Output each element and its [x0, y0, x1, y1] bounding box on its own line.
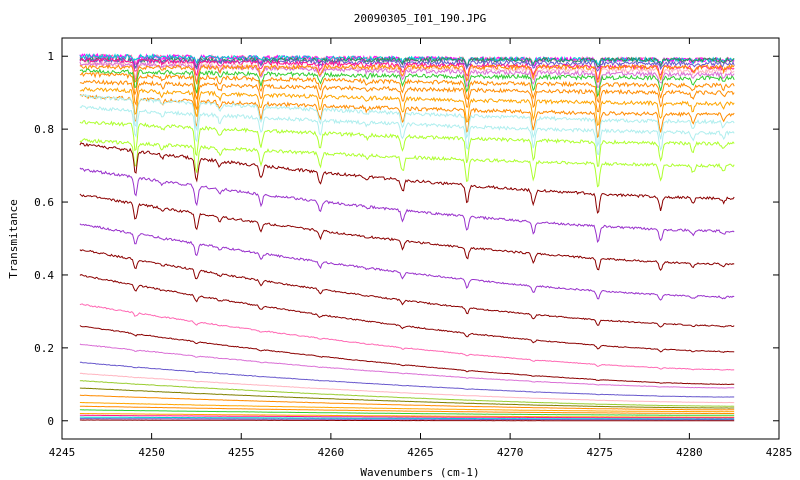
x-tick-label: 4285 [766, 446, 793, 459]
spectrum-series-line [79, 361, 735, 398]
y-tick-label: 1 [47, 50, 54, 63]
x-tick-label: 4265 [407, 446, 434, 459]
spectrum-series-line [79, 60, 735, 88]
spectrum-series-line [79, 71, 735, 104]
spectrum-series-line [79, 387, 735, 409]
y-tick-label: 0 [47, 415, 54, 428]
spectrum-series-line [79, 167, 735, 244]
spectrum-series-line [79, 303, 735, 371]
x-axis-label: Wavenumbers (cm-1) [360, 466, 479, 479]
spectrum-series-line [79, 93, 735, 148]
y-tick-label: 0.4 [34, 269, 54, 282]
spectrum-series-line [79, 412, 735, 418]
ticks-layer: 4245 4250 4255 4260 4265 4270 4275 4280 4285 0 0.2… [34, 38, 792, 459]
spectrum-series-line [79, 405, 735, 415]
x-tick-label: 4245 [49, 446, 76, 459]
x-tick-label: 4250 [138, 446, 165, 459]
y-tick-label: 0.2 [34, 342, 54, 355]
x-tick-label: 4280 [676, 446, 703, 459]
spectrum-series-line [79, 274, 735, 353]
spectrum-series-line [79, 138, 735, 188]
spectrum-series-line [79, 414, 735, 419]
spectrum-series-line [79, 104, 735, 156]
series-layer [79, 52, 735, 422]
spectrum-series-line [79, 93, 735, 139]
y-tick-label: 0.6 [34, 196, 54, 209]
spectrum-series-line [79, 142, 735, 214]
x-tick-label: 4270 [497, 446, 524, 459]
spectrum-series-line [79, 53, 735, 67]
spectrum-series-line [79, 401, 735, 413]
y-tick-label: 0.8 [34, 123, 54, 136]
spectrum-series-line [79, 56, 735, 70]
spectrum-series-line [79, 416, 735, 420]
spectrum-series-line [79, 419, 735, 422]
spectrum-series-line [79, 325, 735, 386]
spectrum-series-line [79, 380, 735, 407]
y-axis-label: Transmitance [7, 199, 20, 278]
spectrum-series-line [79, 372, 735, 404]
spectrum-series-line [79, 249, 735, 328]
spectrum-series-line [79, 120, 735, 167]
spectrum-series-line [79, 68, 735, 98]
spectrum-series-line [79, 343, 735, 389]
spectrum-series-line [79, 418, 735, 421]
spectrum-series-line [79, 409, 735, 416]
spectrum-series-line [79, 193, 735, 272]
spectrum-series-line [79, 63, 735, 85]
chart-title: 20090305_I01_190.JPG [354, 12, 486, 25]
spectrum-series-line [79, 79, 735, 113]
x-tick-label: 4255 [228, 446, 255, 459]
spectrum-series-line [79, 394, 735, 411]
spectrum-series-line [79, 223, 735, 301]
x-tick-label: 4275 [587, 446, 614, 459]
x-tick-label: 4260 [318, 446, 345, 459]
spectrum-series-line [79, 86, 735, 127]
